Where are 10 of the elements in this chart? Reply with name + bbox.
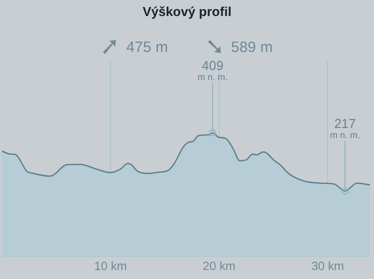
annotation: m n. m. [330,130,360,140]
x-tick-label: 20 km [202,259,236,274]
x-tick-label: 30 km [311,259,344,274]
data-label: 217 [334,116,356,131]
text: 475 m [126,38,168,56]
x-tick-label: 10 km [94,259,127,274]
data-label: 409 [202,58,224,73]
annotation: m n. m. [198,72,228,82]
chart-title: Výškový profil [142,4,232,19]
text: 589 m [231,38,273,56]
